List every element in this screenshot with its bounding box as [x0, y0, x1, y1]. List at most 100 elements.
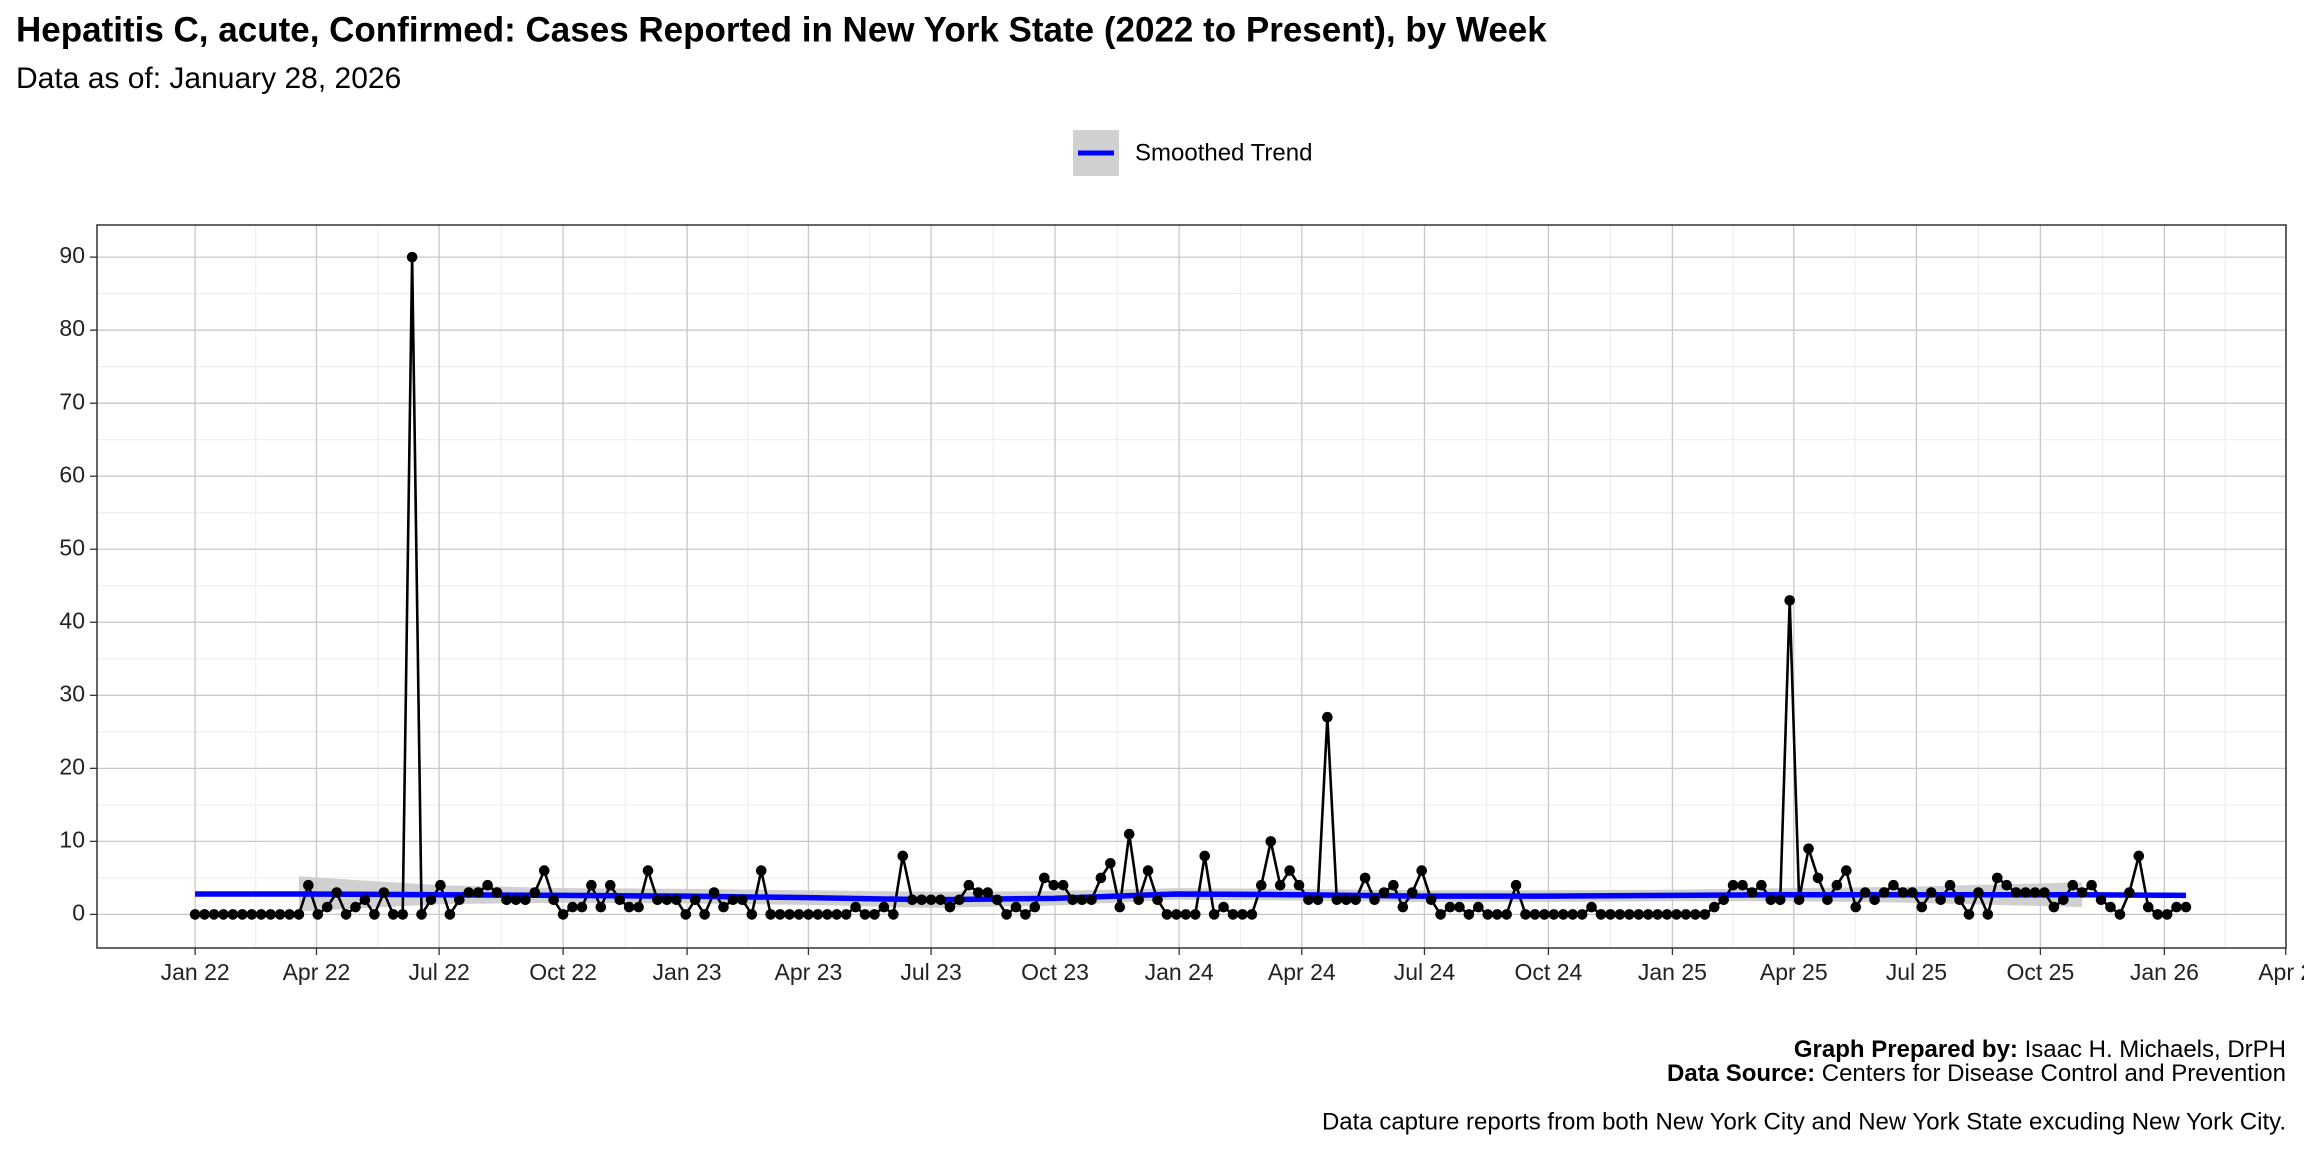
case-point	[303, 879, 314, 891]
caption-source: Data Source: Centers for Disease Control…	[1667, 1060, 2286, 1087]
case-point	[1180, 909, 1192, 920]
case-point	[2095, 894, 2107, 906]
case-point	[472, 887, 484, 898]
case-point	[1256, 879, 1267, 891]
case-point	[1105, 857, 1116, 869]
case-point	[2133, 850, 2145, 862]
case-point	[1076, 894, 1088, 906]
case-point	[406, 251, 418, 263]
case-point	[906, 894, 918, 906]
case-point	[793, 909, 805, 920]
case-point	[2124, 887, 2135, 898]
caption-text: Isaac H. Michaels, DrPH	[2025, 1036, 2286, 1063]
case-point	[1350, 894, 1361, 906]
x-tick-label: Jul 25	[1886, 959, 1947, 985]
x-tick-label: Oct 23	[1021, 959, 1089, 985]
case-point	[1642, 909, 1654, 920]
case-point	[1680, 909, 1692, 920]
case-point	[1388, 879, 1399, 891]
case-point	[1444, 901, 1456, 913]
case-point	[1586, 901, 1597, 913]
case-point	[1624, 909, 1635, 920]
case-point	[255, 909, 267, 920]
case-point	[689, 894, 701, 906]
case-point	[623, 901, 635, 913]
case-point	[340, 909, 352, 920]
case-point	[671, 894, 682, 906]
case-point	[652, 894, 663, 906]
case-point	[1850, 901, 1862, 913]
y-tick-label: 90	[59, 242, 85, 268]
case-point	[859, 909, 871, 920]
case-point	[1039, 872, 1050, 884]
case-point	[1029, 901, 1041, 913]
x-tick-label: Oct 22	[529, 959, 597, 985]
caption-text: Centers for Disease Control and Preventi…	[1822, 1060, 2286, 1087]
case-point	[954, 894, 965, 906]
case-point	[812, 909, 824, 920]
case-point	[1520, 909, 1531, 920]
case-point	[208, 909, 220, 920]
y-tick-label: 30	[59, 680, 85, 706]
case-point	[1454, 901, 1465, 913]
case-point	[1803, 843, 1814, 854]
x-tick-label: Apr 25	[1760, 959, 1828, 985]
case-point	[350, 901, 361, 913]
y-tick-label: 10	[59, 826, 85, 852]
case-point	[1907, 887, 1918, 898]
x-tick-label: Apr 23	[775, 959, 843, 985]
case-point	[1473, 901, 1484, 913]
case-point	[331, 887, 342, 898]
chart-subtitle: Data as of: January 28, 2026	[16, 62, 401, 95]
case-point	[2105, 901, 2116, 913]
case-point	[510, 894, 522, 906]
case-point	[916, 894, 927, 906]
case-point	[821, 909, 833, 920]
case-point	[387, 909, 399, 920]
case-point	[1435, 909, 1446, 920]
x-tick-label: Jul 24	[1394, 959, 1456, 985]
plot-border	[96, 224, 2287, 949]
case-point	[425, 894, 437, 906]
case-point	[2020, 887, 2031, 898]
case-point	[1812, 872, 1824, 884]
case-point	[2001, 879, 2013, 891]
case-point	[435, 879, 446, 891]
x-tick-label: Jan 23	[653, 959, 722, 985]
case-point	[944, 901, 956, 913]
case-point	[1765, 894, 1777, 906]
case-point	[831, 909, 843, 920]
case-point	[321, 901, 333, 913]
case-point	[1359, 872, 1371, 884]
case-point	[2048, 901, 2060, 913]
case-point	[935, 894, 946, 906]
case-point	[1340, 894, 1352, 906]
x-tick-label: Jan 26	[2130, 959, 2199, 985]
case-point	[963, 879, 975, 891]
y-tick-label: 70	[59, 388, 85, 414]
case-point	[237, 909, 248, 920]
case-point	[1133, 894, 1144, 906]
case-point	[1963, 909, 1975, 920]
case-point	[2171, 901, 2182, 913]
case-point	[189, 909, 201, 920]
case-point	[1331, 894, 1343, 906]
case-point	[699, 909, 710, 920]
case-point	[1539, 909, 1550, 920]
x-tick-label: Jul 23	[900, 959, 961, 985]
case-point	[2152, 909, 2163, 920]
case-point	[1944, 879, 1956, 891]
case-point	[1708, 901, 1720, 913]
case-point	[784, 909, 795, 920]
case-point	[1010, 901, 1022, 913]
case-point	[718, 901, 729, 913]
case-point	[897, 850, 909, 862]
case-point	[925, 894, 937, 906]
case-point	[708, 887, 720, 898]
case-point	[2029, 887, 2041, 898]
caption-label: Graph Prepared by:	[1794, 1036, 2018, 1063]
case-point	[1208, 909, 1220, 920]
case-point	[888, 909, 899, 920]
case-point	[1718, 894, 1729, 906]
